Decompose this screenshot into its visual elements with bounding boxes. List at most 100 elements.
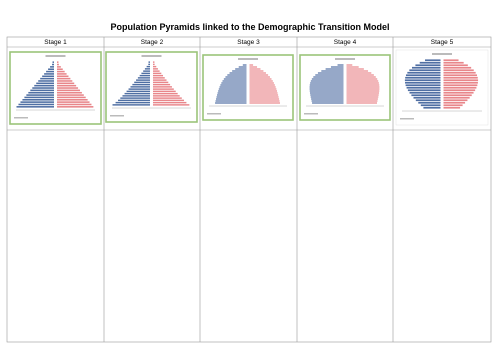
female-bar xyxy=(443,104,463,107)
male-bar xyxy=(309,84,344,86)
image-footnote xyxy=(14,117,28,119)
female-bar xyxy=(346,96,379,98)
female-bar xyxy=(153,68,158,70)
male-bar xyxy=(146,65,150,68)
male-bar xyxy=(221,82,247,84)
male-bar xyxy=(217,92,247,94)
image-footnote xyxy=(207,113,221,115)
female-bar xyxy=(346,74,374,76)
female-bar xyxy=(443,84,478,87)
male-bar xyxy=(311,98,344,100)
female-bar xyxy=(346,102,378,104)
female-bar xyxy=(57,84,77,87)
male-bar xyxy=(220,84,247,86)
female-bar xyxy=(443,69,474,72)
female-bar xyxy=(443,91,474,94)
male-bar xyxy=(148,63,150,66)
male-bar xyxy=(44,73,54,75)
female-bar xyxy=(153,90,176,93)
female-bar xyxy=(249,72,266,74)
male-bar xyxy=(144,68,150,70)
male-bar xyxy=(310,80,344,82)
male-bar xyxy=(16,106,54,108)
male-bar xyxy=(309,86,344,88)
female-bar xyxy=(443,76,478,79)
male-bar xyxy=(26,94,54,96)
female-bar xyxy=(346,94,379,96)
male-bar xyxy=(315,74,344,76)
image-caption-bar xyxy=(141,55,162,57)
male-bar xyxy=(143,70,150,72)
male-bar xyxy=(411,66,441,69)
female-bar xyxy=(249,68,261,70)
female-bar xyxy=(57,89,80,92)
female-bar xyxy=(153,83,171,86)
female-bar xyxy=(249,76,270,78)
male-bar xyxy=(317,72,344,74)
female-bar xyxy=(443,64,468,67)
male-bar xyxy=(407,71,441,74)
male-bar xyxy=(42,75,54,78)
male-bar xyxy=(120,97,150,99)
female-bar xyxy=(249,84,275,86)
female-bar xyxy=(249,82,274,84)
male-bar xyxy=(48,68,54,70)
column-header: Stage 3 xyxy=(237,39,260,46)
female-bar xyxy=(443,66,472,69)
table-grid xyxy=(6,36,492,343)
male-bar xyxy=(216,96,247,98)
male-bar xyxy=(409,69,441,72)
female-bar xyxy=(346,82,379,84)
image-caption-bar xyxy=(335,58,355,60)
female-bar xyxy=(346,72,372,74)
female-bar xyxy=(57,73,67,75)
male-bar xyxy=(312,102,344,104)
male-bar xyxy=(222,80,247,82)
male-bar xyxy=(232,70,247,72)
male-bar xyxy=(148,61,150,63)
female-bar xyxy=(346,80,379,82)
male-bar xyxy=(40,77,54,80)
column-header: Stage 4 xyxy=(334,39,357,46)
female-bar xyxy=(153,101,187,104)
male-bar xyxy=(34,84,54,87)
male-bar xyxy=(219,86,247,88)
female-bar xyxy=(57,96,86,99)
male-bar xyxy=(419,61,441,64)
female-bar xyxy=(153,79,167,81)
female-bar xyxy=(249,98,280,100)
female-bar xyxy=(346,98,378,100)
male-bar xyxy=(242,64,247,66)
male-bar xyxy=(411,94,441,97)
male-bar xyxy=(405,76,441,79)
image-background xyxy=(105,51,198,123)
male-bar xyxy=(311,100,344,102)
male-bar xyxy=(112,104,150,106)
male-bar xyxy=(405,81,441,84)
male-bar xyxy=(217,94,247,96)
female-bar xyxy=(249,94,279,96)
image-footnote xyxy=(110,115,124,117)
document-title: Population Pyramids linked to the Demogr… xyxy=(110,22,390,32)
male-bar xyxy=(139,74,150,77)
male-bar xyxy=(309,88,344,90)
pyramid-image xyxy=(202,54,294,121)
male-bar xyxy=(124,92,150,95)
female-bar xyxy=(57,68,63,70)
female-bar xyxy=(443,61,464,64)
male-bar xyxy=(405,74,441,77)
male-bar xyxy=(20,101,54,103)
male-bar xyxy=(141,72,150,75)
male-bar xyxy=(46,70,54,73)
image-footnote xyxy=(304,113,318,115)
female-bar xyxy=(57,82,75,85)
female-bar xyxy=(153,88,174,90)
female-bar xyxy=(346,86,380,88)
male-bar xyxy=(215,100,247,102)
male-bar xyxy=(309,90,344,92)
column-header: Stage 2 xyxy=(141,39,164,46)
female-bar xyxy=(153,97,182,99)
male-bar xyxy=(235,68,247,70)
